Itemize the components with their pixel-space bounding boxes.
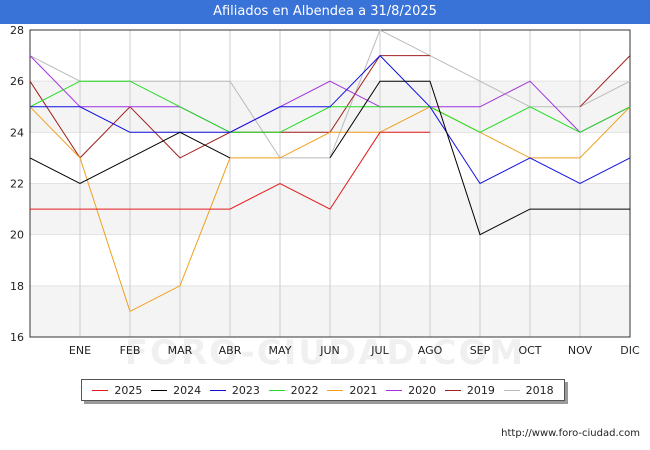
- y-tick-label: 22: [10, 178, 24, 191]
- x-tick-label: MAY: [269, 344, 292, 357]
- legend-item-2020: 2020: [386, 384, 436, 397]
- x-tick-label: FEB: [120, 344, 141, 357]
- legend-swatch: [327, 389, 344, 391]
- y-tick-label: 18: [10, 280, 24, 293]
- legend-swatch: [92, 389, 109, 391]
- series-line-2020: [29, 55, 631, 133]
- series-line-2025: [30, 131, 430, 210]
- legend-label: 2024: [173, 383, 202, 397]
- legend-item-2025: 2025: [92, 384, 142, 397]
- legend-item-2018: 2018: [503, 383, 554, 397]
- legend-swatch: [268, 389, 285, 391]
- y-tick-label: 20: [10, 229, 24, 242]
- legend-item-2019: 2019: [444, 383, 495, 397]
- x-tick-label: ENE: [69, 344, 91, 357]
- y-tick-label: 16: [10, 331, 24, 344]
- legend-item-2024: 2024: [151, 384, 201, 397]
- watermark: FORO-CIUDAD.COM: [124, 333, 526, 373]
- x-tick-label: AGO: [418, 344, 443, 357]
- legend-item-2022: 2022: [268, 383, 319, 397]
- y-tick-label: 28: [10, 24, 24, 37]
- legend-swatch: [503, 389, 520, 391]
- x-tick-label: JUN: [319, 344, 340, 357]
- y-tick-label: 24: [10, 126, 24, 139]
- legend-swatch: [444, 389, 461, 391]
- legend-label: 2020: [408, 383, 437, 397]
- plot-border: [29, 29, 631, 338]
- series-line-2024: [29, 80, 630, 236]
- x-tick-label: MAR: [168, 344, 193, 357]
- y-tick-label: 26: [10, 75, 24, 88]
- x-tick-label: NOV: [568, 344, 593, 357]
- legend-item-2021: 2021: [327, 384, 377, 397]
- legend-label: 2019: [466, 383, 495, 397]
- legend-label: 2025: [114, 383, 143, 397]
- chart-legend: 2025 2024 2023 2022 2021 2020 2019 2018: [81, 379, 565, 401]
- x-tick-label: DIC: [620, 344, 640, 357]
- legend-label: 2021: [349, 383, 378, 397]
- chart-title: Afiliados en Albendea a 31/8/2025: [0, 0, 650, 24]
- legend-swatch: [209, 389, 226, 391]
- legend-swatch: [151, 389, 168, 391]
- x-tick-label: ABR: [219, 344, 242, 357]
- legend-swatch: [386, 389, 403, 391]
- x-tick-label: OCT: [518, 344, 541, 357]
- legend-label: 2023: [231, 383, 260, 397]
- series-line-2023: [30, 54, 631, 185]
- x-tick-label: JUL: [370, 344, 389, 357]
- legend-label: 2022: [290, 383, 319, 397]
- legend-item-2023: 2023: [209, 383, 260, 397]
- legend-label: 2018: [525, 383, 554, 397]
- x-tick-label: SEP: [470, 344, 491, 357]
- source-credit: http://www.foro-ciudad.com: [501, 428, 640, 439]
